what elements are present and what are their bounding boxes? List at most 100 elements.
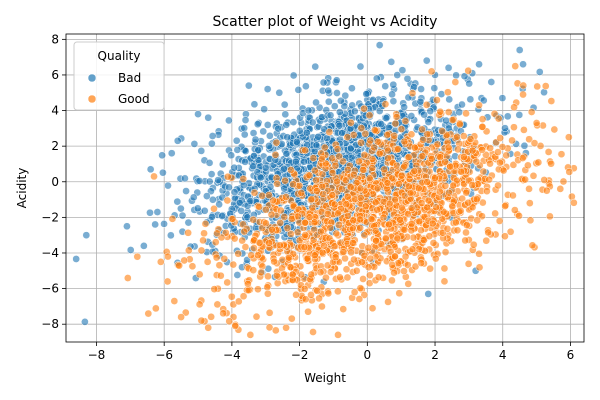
y-tick-label: 0: [51, 175, 59, 189]
point-bad: [178, 211, 187, 220]
point-bad: [232, 136, 241, 145]
point-good: [315, 294, 323, 303]
point-good: [305, 213, 314, 222]
point-good: [408, 89, 417, 97]
x-tick-label: −4: [223, 348, 241, 362]
point-good: [534, 158, 543, 167]
y-tick-label: 8: [51, 32, 59, 46]
legend-box: [73, 41, 165, 111]
point-bad: [123, 222, 131, 231]
chart-title: Scatter plot of Weight vs Acidity: [213, 14, 438, 30]
point-good: [475, 101, 483, 110]
point-good: [406, 189, 415, 197]
legend: Quality Bad Good: [73, 41, 165, 111]
point-good: [408, 245, 417, 254]
point-good: [319, 190, 327, 198]
point-good: [357, 124, 366, 132]
point-good: [269, 196, 277, 205]
x-tick-label: −6: [155, 348, 173, 362]
point-good: [529, 171, 538, 180]
point-good: [498, 143, 507, 151]
point-good: [347, 248, 355, 257]
point-good: [518, 154, 527, 162]
point-bad: [204, 113, 213, 122]
point-bad: [280, 164, 288, 173]
point-good: [185, 246, 193, 255]
point-bad: [333, 89, 341, 97]
point-good: [404, 153, 413, 162]
point-good: [444, 88, 452, 97]
point-good: [288, 270, 297, 279]
point-good: [383, 131, 392, 139]
point-bad: [519, 60, 527, 69]
point-good: [346, 183, 355, 192]
point-good: [556, 185, 565, 193]
point-bad: [324, 97, 333, 106]
point-good: [423, 178, 432, 186]
point-good: [203, 258, 212, 266]
point-good: [201, 219, 210, 228]
point-bad: [250, 100, 259, 109]
point-good: [267, 210, 276, 219]
point-good: [328, 169, 337, 177]
point-good: [415, 217, 424, 226]
point-bad: [208, 132, 217, 140]
point-good: [370, 126, 379, 134]
point-good: [407, 219, 416, 228]
point-bad: [214, 176, 222, 184]
point-good: [240, 227, 249, 236]
point-good: [184, 228, 192, 237]
point-bad: [314, 133, 322, 141]
point-good: [544, 148, 553, 156]
point-good: [414, 184, 423, 193]
point-good: [524, 161, 532, 170]
point-good: [478, 122, 487, 131]
point-good: [349, 239, 357, 247]
point-good: [250, 244, 258, 252]
point-good: [262, 219, 270, 228]
point-good: [379, 213, 388, 222]
point-good: [475, 249, 483, 258]
legend-marker-bad: [87, 73, 97, 83]
point-good: [441, 181, 450, 190]
point-good: [168, 214, 177, 223]
point-good: [334, 287, 342, 296]
point-good: [270, 257, 278, 266]
point-bad: [422, 56, 431, 65]
point-good: [365, 111, 374, 120]
point-good: [391, 252, 399, 261]
point-good: [508, 136, 516, 145]
point-good: [307, 270, 316, 279]
point-good: [565, 168, 574, 176]
point-bad: [377, 120, 386, 128]
point-bad: [194, 110, 202, 118]
point-bad: [158, 151, 166, 160]
point-good: [385, 220, 393, 229]
point-bad: [332, 76, 341, 85]
point-good: [250, 188, 259, 197]
point-bad: [164, 181, 172, 190]
point-bad: [205, 159, 214, 167]
point-bad: [458, 100, 466, 109]
point-good: [404, 280, 413, 288]
point-bad: [240, 124, 249, 132]
point-good: [316, 227, 325, 236]
point-good: [313, 286, 322, 295]
point-good: [234, 297, 243, 306]
point-good: [486, 159, 494, 168]
point-good: [334, 331, 342, 339]
point-good: [211, 238, 220, 246]
point-bad: [455, 108, 464, 117]
point-good: [350, 255, 358, 264]
point-good: [403, 210, 412, 218]
point-good: [360, 104, 368, 113]
point-bad: [369, 96, 377, 104]
point-good: [343, 133, 352, 141]
point-good: [547, 97, 556, 105]
point-bad: [261, 163, 270, 172]
point-good: [557, 150, 566, 159]
point-good: [156, 258, 165, 266]
point-good: [464, 198, 473, 207]
point-good: [343, 192, 352, 201]
point-good: [546, 212, 554, 221]
